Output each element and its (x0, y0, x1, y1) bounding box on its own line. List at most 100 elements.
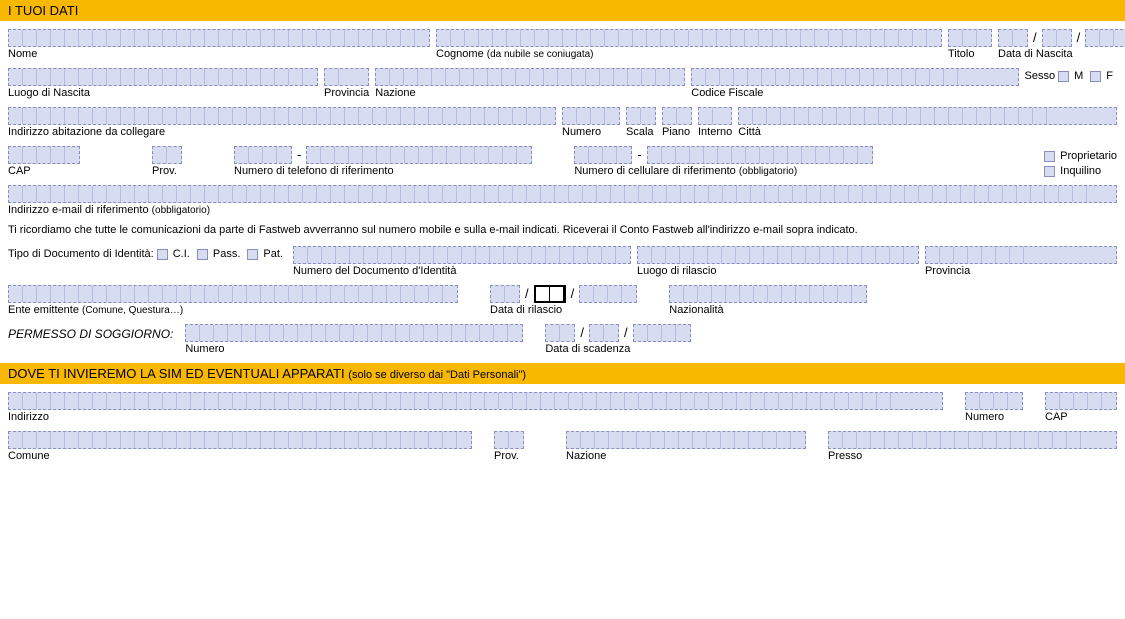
field-sim-comune: Comune (8, 431, 472, 462)
input-provincia-nascita[interactable] (324, 68, 369, 86)
input-prov[interactable] (152, 146, 182, 164)
checkbox-proprietario[interactable] (1044, 151, 1055, 162)
field-cognome: Cognome (da nubile se coniugata) (436, 29, 942, 60)
input-numero-ab[interactable] (562, 107, 620, 125)
field-tel: - Numero di telefono di riferimento (234, 146, 532, 177)
field-luogo-nascita: Luogo di Nascita (8, 68, 318, 99)
field-prov: Prov. (152, 146, 182, 177)
input-tel-pre[interactable] (234, 146, 292, 164)
row-sim-indirizzo: Indirizzo Numero CAP (8, 392, 1117, 423)
field-nazione: Nazione (375, 68, 685, 99)
input-nazionalita[interactable] (669, 285, 867, 303)
input-nascita-y[interactable] (1085, 29, 1125, 47)
field-cf: Codice Fiscale (691, 68, 1018, 99)
field-sim-presso: Presso (828, 431, 1117, 462)
input-sim-numero[interactable] (965, 392, 1023, 410)
field-data-nascita: / / Data di Nascita (998, 29, 1125, 60)
row-cap: CAP Prov. - Numero di telefono di riferi… (8, 146, 1117, 177)
input-ril-d[interactable] (490, 285, 520, 303)
row-permesso: PERMESSO DI SOGGIORNO: Numero / / Data d… (8, 324, 1117, 355)
input-cap[interactable] (8, 146, 80, 164)
field-sim-nazione: Nazione (566, 431, 806, 462)
input-luogo-nascita[interactable] (8, 68, 318, 86)
field-num-doc: Numero del Documento d'Identità (293, 246, 631, 277)
field-sim-numero: Numero (965, 392, 1023, 423)
label-permesso: PERMESSO DI SOGGIORNO: (8, 324, 179, 341)
field-numero-ab: Numero (562, 107, 620, 138)
field-nazionalita: Nazionalità (669, 285, 867, 316)
input-scala[interactable] (626, 107, 656, 125)
input-scad-y[interactable] (633, 324, 691, 342)
row-indirizzo: Indirizzo abitazione da collegare Numero… (8, 107, 1117, 138)
field-interno: Interno (698, 107, 732, 138)
note-comunicazioni: Ti ricordiamo che tutte le comunicazioni… (8, 224, 1117, 236)
input-interno[interactable] (698, 107, 732, 125)
field-sesso: Sesso M F (1025, 68, 1117, 82)
input-titolo[interactable] (948, 29, 992, 47)
input-cell-pre[interactable] (574, 146, 632, 164)
input-sim-prov[interactable] (494, 431, 524, 449)
field-provincia-nascita: Provincia (324, 68, 369, 99)
input-nazione[interactable] (375, 68, 685, 86)
input-citta[interactable] (738, 107, 1117, 125)
field-data-scadenza: / / Data di scadenza (545, 324, 690, 355)
section-header-sim: DOVE TI INVIEREMO LA SIM ED EVENTUALI AP… (0, 363, 1125, 384)
field-ente: Ente emittente (Comune, Questura…) (8, 285, 458, 316)
row-nome: Nome Cognome (da nubile se coniugata) Ti… (8, 29, 1117, 60)
field-email: Indirizzo e-mail di riferimento (obbliga… (8, 185, 1117, 216)
input-ril-m[interactable] (534, 285, 566, 303)
field-cap: CAP (8, 146, 80, 177)
row-email: Indirizzo e-mail di riferimento (obbliga… (8, 185, 1117, 216)
input-cognome[interactable] (436, 29, 942, 47)
input-luogo-ril[interactable] (637, 246, 919, 264)
section-header-dati: I TUOI DATI (0, 0, 1125, 21)
field-indirizzo-ab: Indirizzo abitazione da collegare (8, 107, 556, 138)
input-cell-num[interactable] (647, 146, 873, 164)
field-tipo-doc: Tipo di Documento di Identità: C.I. Pass… (8, 246, 287, 260)
checkbox-inquilino[interactable] (1044, 166, 1055, 177)
field-sim-prov: Prov. (494, 431, 524, 462)
input-nascita-d[interactable] (998, 29, 1028, 47)
input-ril-y[interactable] (579, 285, 637, 303)
field-proprietario: Proprietario Inquilino (1044, 150, 1117, 177)
input-tel-num[interactable] (306, 146, 532, 164)
field-piano: Piano (662, 107, 692, 138)
field-cell: - Numero di cellulare di riferimento (ob… (574, 146, 872, 177)
input-permesso-numero[interactable] (185, 324, 523, 342)
input-prov-ril[interactable] (925, 246, 1117, 264)
input-cf[interactable] (691, 68, 1018, 86)
input-sim-indirizzo[interactable] (8, 392, 943, 410)
field-sim-indirizzo: Indirizzo (8, 392, 943, 423)
input-indirizzo-ab[interactable] (8, 107, 556, 125)
checkbox-sesso-m[interactable] (1058, 71, 1069, 82)
field-permesso-numero: Numero (185, 324, 523, 355)
input-nome[interactable] (8, 29, 430, 47)
input-nascita-m[interactable] (1042, 29, 1072, 47)
input-ente[interactable] (8, 285, 458, 303)
checkbox-pat[interactable] (247, 249, 258, 260)
checkbox-ci[interactable] (157, 249, 168, 260)
input-scad-m[interactable] (589, 324, 619, 342)
field-titolo: Titolo (948, 29, 992, 60)
field-citta: Città (738, 107, 1117, 138)
field-luogo-ril: Luogo di rilascio (637, 246, 919, 277)
field-scala: Scala (626, 107, 656, 138)
input-email[interactable] (8, 185, 1117, 203)
field-nome: Nome (8, 29, 430, 60)
input-num-doc[interactable] (293, 246, 631, 264)
input-piano[interactable] (662, 107, 692, 125)
section-title-dati: I TUOI DATI (8, 3, 78, 18)
input-sim-cap[interactable] (1045, 392, 1117, 410)
row-sim-comune: Comune Prov. Nazione Presso (8, 431, 1117, 462)
input-sim-nazione[interactable] (566, 431, 806, 449)
input-sim-presso[interactable] (828, 431, 1117, 449)
row-ente: Ente emittente (Comune, Questura…) / / D… (8, 285, 1117, 316)
checkbox-sesso-f[interactable] (1090, 71, 1101, 82)
checkbox-pass[interactable] (197, 249, 208, 260)
input-sim-comune[interactable] (8, 431, 472, 449)
section-title-sim: DOVE TI INVIEREMO LA SIM ED EVENTUALI AP… (8, 366, 345, 381)
row-tipo-doc: Tipo di Documento di Identità: C.I. Pass… (8, 246, 1117, 277)
input-scad-d[interactable] (545, 324, 575, 342)
field-data-ril: / / Data di rilascio (490, 285, 637, 316)
field-sim-cap: CAP (1045, 392, 1117, 423)
